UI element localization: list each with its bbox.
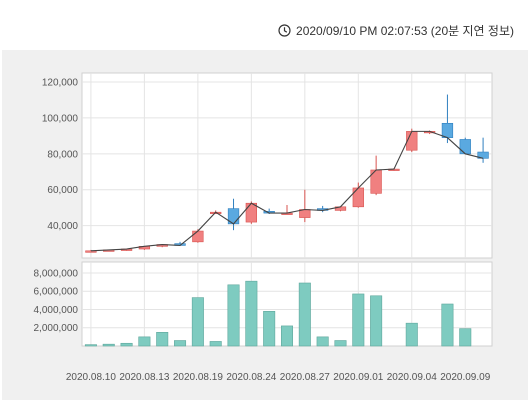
volume-tick-label: 2,000,000 (34, 323, 79, 334)
x-tick-label: 2020.09.04 (387, 372, 437, 383)
candle-body (245, 202, 257, 223)
timestamp-bar: 2020/09/10 PM 02:07:53 (20분 지연 정보) (278, 22, 514, 39)
volume-bar (280, 325, 294, 347)
price-tick-label: 60,000 (47, 185, 78, 196)
close-price-line (90, 130, 484, 252)
candle-body (192, 230, 204, 243)
volume-bar (316, 336, 329, 347)
x-tick-label: 2020.08.19 (173, 372, 223, 383)
price-tick-label: 120,000 (42, 77, 79, 88)
volume-tick-label: 6,000,000 (34, 287, 79, 298)
volume-bar (352, 293, 365, 347)
volume-bar (370, 295, 383, 347)
volume-bar (209, 341, 222, 347)
volume-bar (334, 340, 347, 347)
candle-body (406, 131, 418, 151)
volume-bar (227, 284, 240, 347)
x-tick-label: 2020.09.01 (333, 372, 383, 383)
volume-bar (174, 340, 187, 347)
volume-bar (441, 303, 454, 347)
chart-panel: 40,000 60,000 80,000 100,000 120,000 2,000,00… (2, 50, 528, 400)
price-plot-area (81, 72, 493, 259)
clock-icon (278, 24, 291, 37)
candle-body (459, 139, 471, 155)
price-tick-label: 100,000 (42, 113, 79, 124)
x-tick-label: 2020.08.27 (280, 372, 330, 383)
volume-bar (263, 311, 276, 347)
volume-bar (102, 343, 115, 347)
x-tick-label: 2020.08.13 (119, 372, 169, 383)
volume-bar (84, 344, 97, 347)
candle-body (352, 187, 364, 208)
x-tick-label: 2020.08.10 (66, 372, 116, 383)
x-tick-label: 2020.09.09 (440, 372, 490, 383)
volume-bar (405, 322, 418, 347)
price-tick-label: 40,000 (47, 221, 78, 232)
volume-tick-label: 4,000,000 (34, 305, 79, 316)
stock-chart: 40,000 60,000 80,000 100,000 120,000 2,000,00… (34, 72, 493, 383)
candle-body (477, 151, 489, 159)
volume-bar (191, 297, 204, 347)
volume-tick-label: 8,000,000 (34, 268, 79, 279)
volume-bar (138, 336, 151, 347)
timestamp-text: 2020/09/10 PM 02:07:53 (20분 지연 정보) (296, 24, 514, 38)
x-tick-label: 2020.08.24 (226, 372, 276, 383)
volume-bar (245, 280, 258, 347)
price-tick-label: 80,000 (47, 149, 78, 160)
volume-bar (120, 342, 133, 347)
volume-bar (298, 282, 311, 347)
volume-bar (156, 332, 169, 347)
candle-body (441, 122, 454, 138)
volume-bar (459, 328, 472, 347)
